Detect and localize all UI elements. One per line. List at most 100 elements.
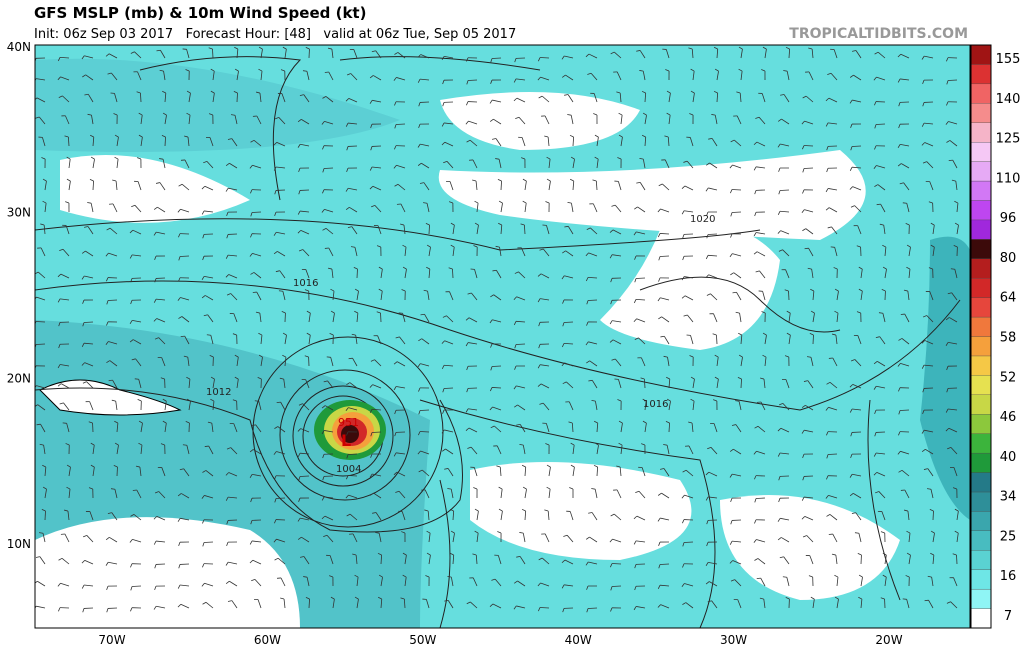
- barb: [280, 69, 285, 72]
- barb: [162, 420, 167, 424]
- barb: [516, 556, 521, 558]
- barb: [35, 116, 40, 119]
- barb: [418, 410, 421, 415]
- barb: [188, 401, 191, 411]
- barb: [468, 342, 478, 345]
- barb: [612, 320, 622, 323]
- barb: [586, 608, 589, 613]
- barb: [849, 99, 853, 104]
- barb: [492, 99, 502, 103]
- barb: [663, 444, 668, 446]
- barb: [326, 535, 334, 543]
- barb: [327, 47, 332, 50]
- barb: [254, 579, 262, 587]
- barb: [441, 340, 445, 344]
- barb: [442, 388, 445, 393]
- barb: [394, 101, 397, 106]
- barb: [444, 599, 449, 602]
- barb: [39, 443, 44, 446]
- isobar-label: 1004: [336, 464, 361, 475]
- barb: [922, 388, 925, 393]
- barb: [708, 138, 713, 140]
- barb: [731, 189, 742, 191]
- calm-patch: [438, 150, 866, 240]
- barb: [691, 423, 694, 433]
- barb: [585, 53, 590, 58]
- barb: [570, 442, 575, 446]
- barb: [521, 508, 526, 512]
- barb: [714, 354, 719, 358]
- barb: [949, 140, 958, 147]
- barb: [924, 429, 934, 433]
- barb: [377, 596, 382, 600]
- barb: [567, 114, 572, 116]
- barb: [131, 585, 142, 587]
- barb: [684, 295, 694, 301]
- barb: [226, 211, 229, 216]
- barb: [826, 431, 829, 436]
- barb: [40, 223, 45, 226]
- barb: [404, 555, 407, 565]
- barb: [898, 431, 901, 436]
- barb: [249, 449, 254, 453]
- barb: [68, 181, 71, 191]
- barb: [707, 254, 718, 257]
- barb: [524, 510, 527, 521]
- barb: [208, 113, 213, 116]
- barb: [274, 426, 279, 429]
- barb: [537, 76, 541, 81]
- barb: [369, 409, 373, 413]
- barb: [611, 204, 616, 207]
- barb: [135, 358, 142, 367]
- barb: [327, 380, 334, 389]
- barb: [612, 229, 622, 235]
- barb: [230, 114, 236, 116]
- barb: [951, 292, 958, 301]
- barb: [898, 410, 901, 415]
- barb: [450, 222, 455, 226]
- barb: [132, 320, 142, 323]
- barb: [588, 341, 598, 345]
- barb: [852, 473, 862, 477]
- barb: [561, 343, 565, 348]
- barb: [762, 354, 767, 358]
- barb: [785, 46, 790, 50]
- barb: [521, 247, 526, 257]
- barb: [516, 605, 526, 609]
- barb: [732, 473, 742, 477]
- barb: [491, 138, 497, 140]
- barb: [252, 164, 262, 169]
- barb: [308, 598, 310, 609]
- barb: [396, 77, 406, 81]
- barb: [834, 247, 838, 257]
- barb: [470, 601, 478, 609]
- barb: [826, 514, 831, 517]
- barb: [903, 289, 908, 292]
- barb: [685, 602, 694, 609]
- barb: [681, 210, 685, 215]
- barb: [258, 332, 263, 336]
- barb: [879, 223, 884, 226]
- barb: [900, 78, 910, 81]
- barb: [729, 560, 733, 564]
- barb: [827, 72, 832, 76]
- barb: [425, 575, 430, 578]
- barb: [516, 78, 526, 81]
- barb: [373, 75, 382, 81]
- barb: [851, 512, 856, 515]
- barb: [857, 335, 862, 345]
- barb: [489, 387, 493, 392]
- barb: [668, 422, 670, 433]
- barb: [663, 355, 668, 358]
- barb: [370, 146, 373, 151]
- barb: [516, 97, 526, 103]
- barb: [114, 134, 119, 138]
- barb: [495, 138, 502, 147]
- barb: [417, 162, 422, 166]
- barb: [883, 225, 886, 235]
- barb: [762, 332, 767, 336]
- barb: [231, 138, 238, 147]
- barb: [324, 496, 334, 499]
- barb: [928, 599, 934, 609]
- barb: [443, 364, 454, 367]
